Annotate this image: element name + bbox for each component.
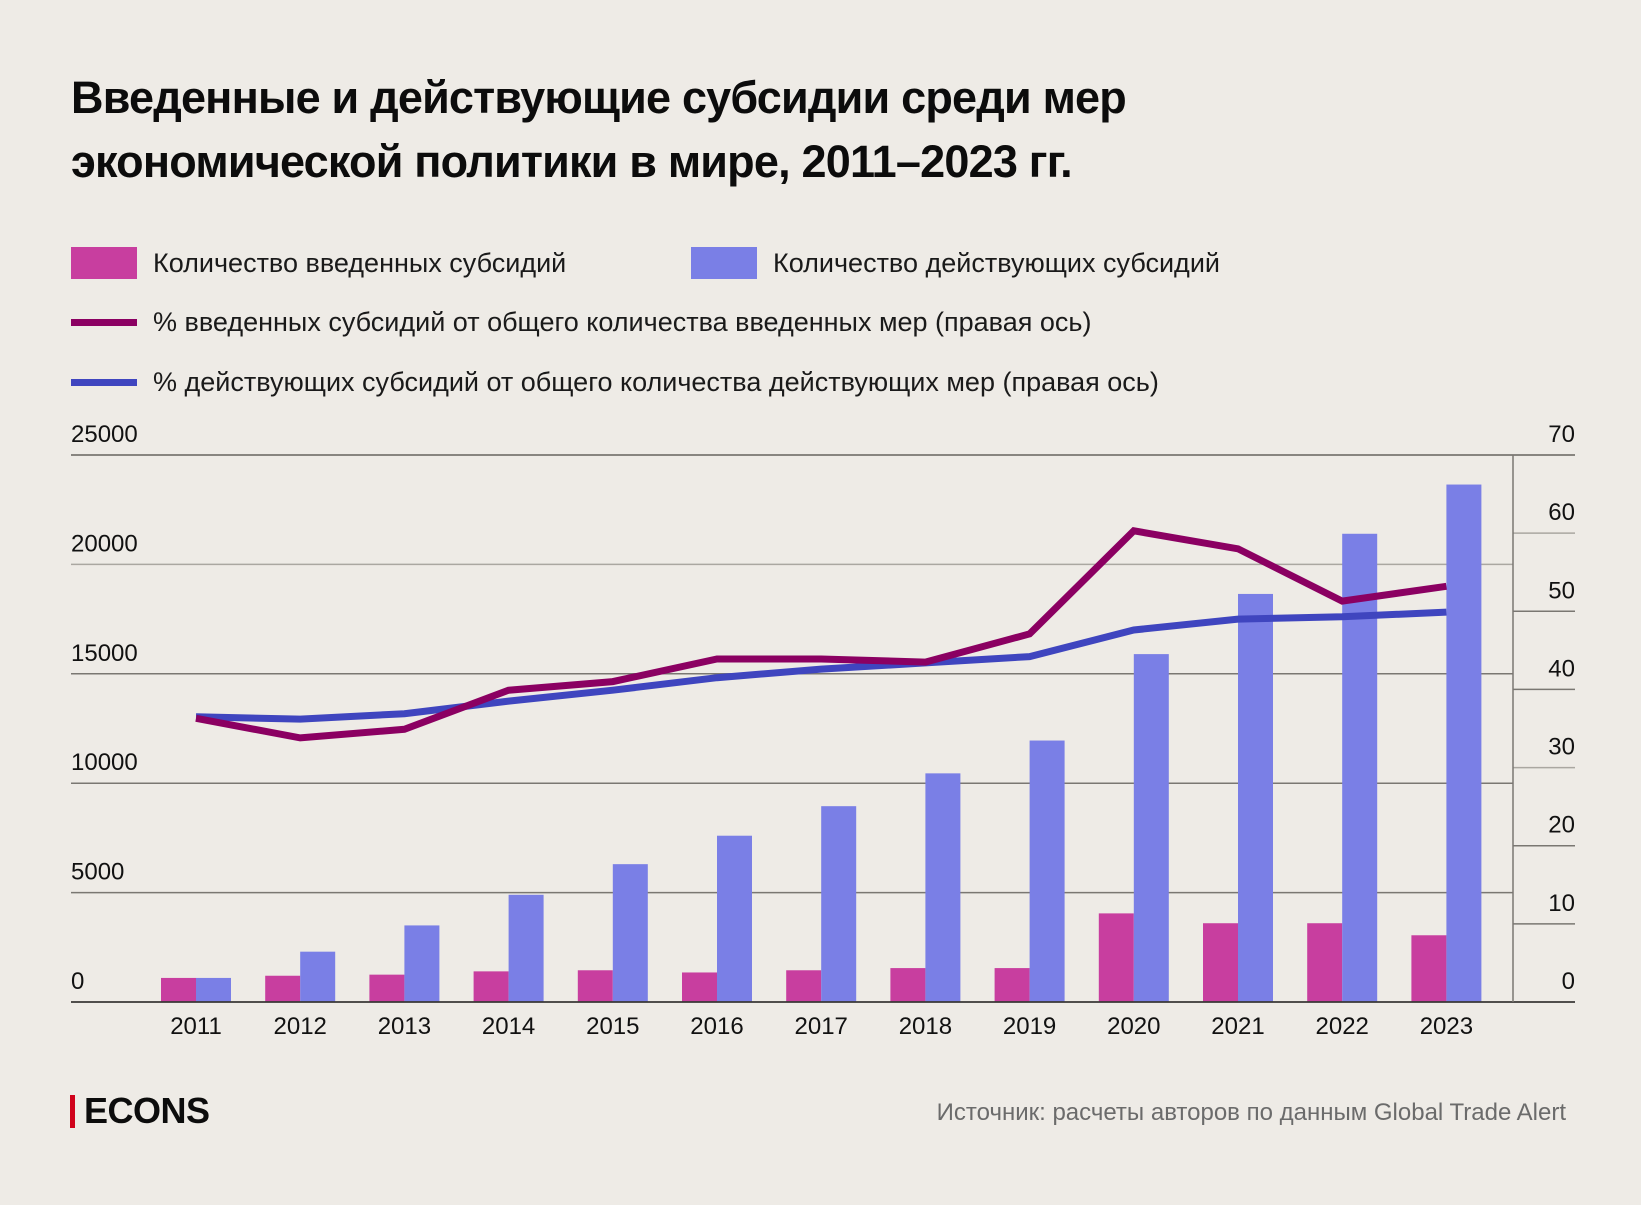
bar-introduced-2013 xyxy=(369,974,405,1002)
y-right-tick-label: 20 xyxy=(1548,812,1575,839)
bar-active-2012 xyxy=(300,951,336,1002)
bar-introduced-2023 xyxy=(1411,935,1447,1002)
x-tick-label: 2011 xyxy=(170,1013,222,1040)
legend-label-active-pct: % действующих субсидий от общего количес… xyxy=(153,367,1159,397)
source-note: Источник: расчеты авторов по данным Glob… xyxy=(936,1099,1566,1126)
legend-label-introduced-pct: % введенных субсидий от общего количеств… xyxy=(153,307,1092,337)
bar-introduced-2011 xyxy=(161,977,196,1002)
legend-label-active: Количество действующих субсидий xyxy=(773,247,1220,278)
econs-logo: ECONS xyxy=(70,1090,210,1132)
line-active-pct xyxy=(195,608,1447,723)
y-left-tick-label: 0 xyxy=(71,968,84,995)
y-right-tick-label: 50 xyxy=(1548,577,1575,604)
y-right-tick-label: 30 xyxy=(1548,734,1575,761)
bar-active-2011 xyxy=(196,977,231,1002)
chart-title-line-1: Введенные и действующие субсидии среди м… xyxy=(71,72,1127,123)
bar-introduced-2018 xyxy=(890,968,926,1002)
legend-row-introduced-pct: % введенных субсидий от общего количеств… xyxy=(71,307,1091,338)
bar-introduced-2016 xyxy=(682,972,717,1002)
legend-row-bars: Количество введенных субсидий Количество… xyxy=(71,247,1220,279)
logo-text: ECONS xyxy=(84,1090,210,1131)
logo-red-bar xyxy=(70,1094,75,1128)
legend-swatch-introduced xyxy=(71,247,137,279)
legend-item-active-pct: % действующих субсидий от общего количес… xyxy=(71,367,1159,398)
y-left-tick-label: 15000 xyxy=(71,640,138,667)
bar-introduced-2014 xyxy=(473,971,509,1002)
tick-labels: 0 5000 10000 15000 20000 25000 0 10 20 30 40 50 60 70… xyxy=(71,421,1575,1040)
bar-introduced-2015 xyxy=(577,970,613,1002)
chart-title: Введенные и действующие субсидии среди м… xyxy=(71,66,1371,194)
x-tick-label: 2016 xyxy=(690,1013,743,1040)
x-tick-label: 2021 xyxy=(1211,1013,1264,1040)
y-left-tick-label: 5000 xyxy=(71,859,124,886)
bar-active-2020 xyxy=(1133,654,1169,1002)
y-left-tick-label: 10000 xyxy=(71,749,138,776)
bar-active-2013 xyxy=(404,925,440,1002)
bar-introduced-2020 xyxy=(1098,913,1134,1002)
y-left-tick-label: 25000 xyxy=(71,421,138,448)
bar-active-2018 xyxy=(925,773,961,1002)
bar-introduced-2012 xyxy=(265,975,301,1002)
lines xyxy=(195,527,1447,742)
axes xyxy=(71,454,1575,1003)
bar-active-2023 xyxy=(1446,484,1482,1003)
bar-introduced-2022 xyxy=(1307,923,1343,1002)
x-tick-label: 2014 xyxy=(482,1013,535,1040)
bar-introduced-2021 xyxy=(1203,923,1238,1002)
legend-line-introduced-pct xyxy=(71,319,137,326)
bar-active-2022 xyxy=(1342,533,1378,1002)
legend-swatch-active xyxy=(691,247,757,279)
legend-item-introduced-count: Количество введенных субсидий xyxy=(71,247,691,279)
y-right-tick-label: 10 xyxy=(1548,890,1575,917)
legend-line-active-pct xyxy=(71,379,137,386)
legend-row-active-pct: % действующих субсидий от общего количес… xyxy=(71,367,1159,398)
bar-active-2021 xyxy=(1238,593,1273,1002)
x-tick-label: 2017 xyxy=(795,1013,848,1040)
bar-introduced-2019 xyxy=(994,968,1030,1002)
x-tick-label: 2018 xyxy=(899,1013,952,1040)
bar-introduced-2017 xyxy=(786,970,822,1002)
legend-item-active-count: Количество действующих субсидий xyxy=(691,247,1220,279)
y-right-tick-label: 70 xyxy=(1548,421,1575,448)
x-tick-label: 2022 xyxy=(1316,1013,1369,1040)
y-right-tick-label: 0 xyxy=(1562,968,1575,995)
y-right-tick-label: 60 xyxy=(1548,499,1575,526)
y-left-tick-label: 20000 xyxy=(71,530,138,557)
x-tick-label: 2019 xyxy=(1003,1013,1056,1040)
bar-active-2014 xyxy=(508,894,544,1002)
chart-title-line-2: экономической политики в мире, 2011–2023… xyxy=(71,136,1073,187)
x-tick-label: 2020 xyxy=(1107,1013,1160,1040)
bar-active-2016 xyxy=(717,835,752,1002)
y-right-tick-label: 40 xyxy=(1548,655,1575,682)
bar-active-2019 xyxy=(1029,740,1065,1002)
bars xyxy=(161,484,1482,1003)
x-tick-label: 2013 xyxy=(378,1013,431,1040)
legend-item-introduced-pct: % введенных субсидий от общего количеств… xyxy=(71,307,1091,338)
x-tick-label: 2023 xyxy=(1420,1013,1473,1040)
x-tick-label: 2012 xyxy=(274,1013,327,1040)
legend-label-introduced: Количество введенных субсидий xyxy=(153,247,567,278)
x-tick-label: 2015 xyxy=(586,1013,639,1040)
bar-active-2015 xyxy=(612,864,648,1002)
line-introduced-pct xyxy=(195,527,1447,742)
bar-active-2017 xyxy=(821,806,857,1002)
